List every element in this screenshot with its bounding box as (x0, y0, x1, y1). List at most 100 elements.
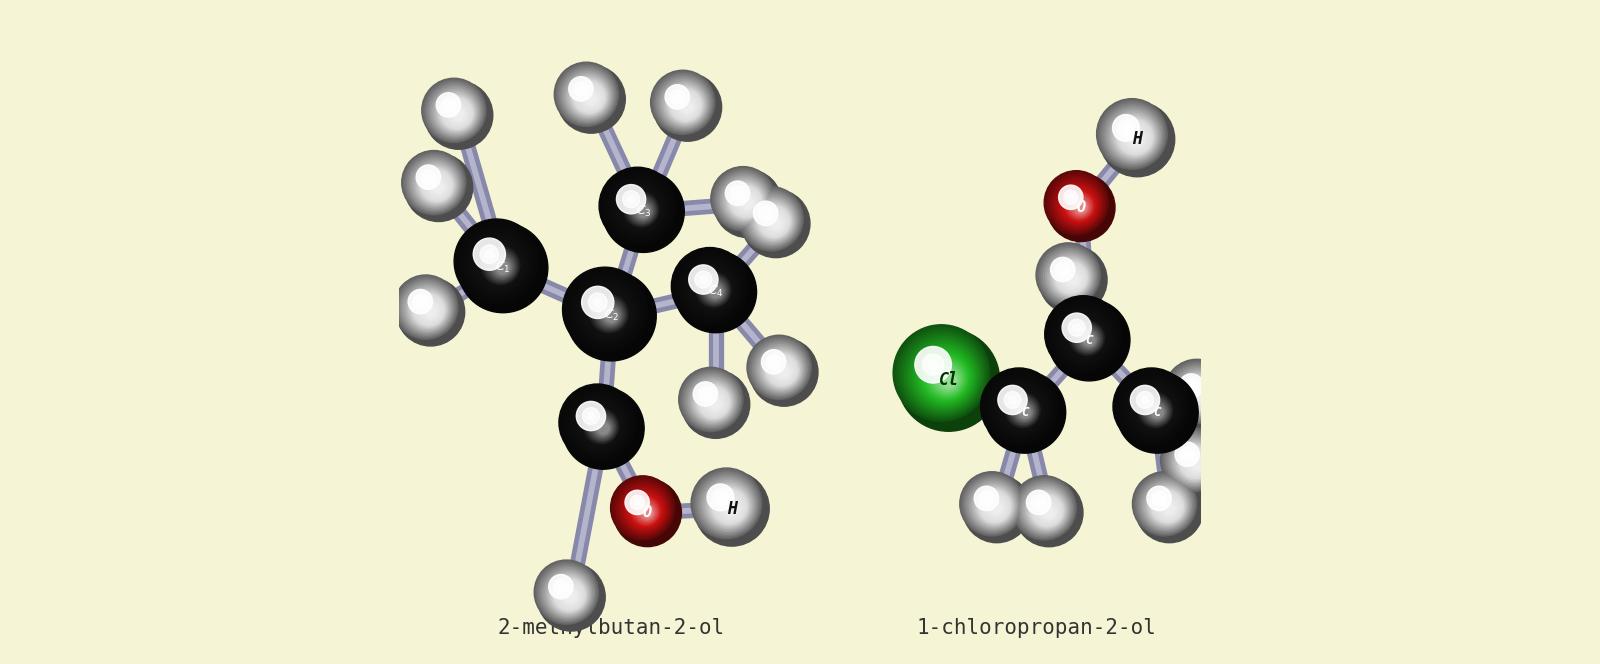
Circle shape (1181, 447, 1194, 461)
Circle shape (683, 371, 741, 429)
Circle shape (1069, 275, 1078, 285)
Circle shape (1035, 499, 1061, 524)
Circle shape (754, 201, 778, 226)
Circle shape (1016, 404, 1032, 420)
Circle shape (426, 174, 432, 181)
Circle shape (630, 495, 645, 509)
Circle shape (768, 215, 784, 231)
Circle shape (758, 347, 803, 392)
Circle shape (454, 110, 464, 120)
Circle shape (1058, 309, 1112, 363)
Circle shape (1045, 252, 1094, 301)
Circle shape (534, 560, 598, 624)
Circle shape (1171, 439, 1218, 484)
Circle shape (496, 262, 509, 274)
Circle shape (568, 393, 630, 455)
Circle shape (1136, 475, 1194, 533)
Circle shape (411, 160, 459, 208)
Circle shape (611, 476, 675, 540)
Circle shape (410, 158, 461, 209)
Circle shape (494, 259, 510, 276)
Circle shape (574, 400, 626, 450)
Circle shape (426, 175, 448, 198)
Circle shape (638, 504, 654, 520)
Circle shape (699, 275, 730, 305)
Text: 2-methylbutan-2-ol: 2-methylbutan-2-ol (498, 618, 725, 638)
Circle shape (992, 379, 1050, 437)
Circle shape (403, 284, 451, 333)
Circle shape (763, 211, 786, 234)
Circle shape (762, 350, 786, 374)
Circle shape (413, 295, 427, 309)
Circle shape (701, 479, 755, 531)
Circle shape (1027, 490, 1051, 515)
Circle shape (1115, 371, 1189, 444)
Circle shape (1042, 506, 1054, 519)
Circle shape (755, 343, 806, 394)
Circle shape (560, 586, 579, 606)
Circle shape (1019, 406, 1030, 418)
Circle shape (570, 77, 608, 116)
Circle shape (762, 209, 787, 235)
Circle shape (408, 290, 432, 314)
Circle shape (1050, 300, 1118, 370)
Circle shape (1040, 246, 1098, 305)
Circle shape (1136, 475, 1203, 542)
Circle shape (1117, 120, 1152, 155)
Circle shape (590, 416, 614, 439)
Circle shape (554, 62, 619, 126)
Circle shape (594, 418, 613, 438)
Circle shape (1163, 430, 1224, 491)
Circle shape (624, 489, 666, 531)
Circle shape (1130, 384, 1179, 434)
Circle shape (656, 76, 710, 131)
Circle shape (416, 165, 440, 189)
Circle shape (624, 192, 659, 227)
Circle shape (1189, 382, 1195, 389)
Circle shape (1165, 359, 1229, 424)
Circle shape (613, 479, 682, 546)
Circle shape (982, 495, 1008, 520)
Circle shape (472, 236, 526, 291)
Circle shape (1059, 266, 1066, 273)
Circle shape (424, 81, 493, 149)
Circle shape (491, 256, 512, 278)
Circle shape (1114, 116, 1155, 157)
Circle shape (696, 472, 758, 536)
Circle shape (1056, 182, 1101, 227)
Circle shape (427, 84, 482, 139)
Circle shape (776, 364, 792, 380)
Circle shape (726, 182, 765, 220)
Circle shape (1045, 508, 1054, 517)
Circle shape (742, 189, 810, 258)
Circle shape (749, 196, 797, 244)
Circle shape (979, 491, 1011, 523)
Circle shape (702, 391, 709, 397)
Circle shape (670, 90, 685, 104)
Circle shape (667, 87, 702, 123)
Circle shape (725, 501, 739, 515)
Circle shape (1165, 504, 1174, 513)
Circle shape (997, 384, 1046, 434)
Circle shape (611, 179, 669, 236)
Circle shape (1133, 388, 1176, 431)
Circle shape (923, 354, 944, 375)
Circle shape (675, 251, 757, 333)
Circle shape (1046, 173, 1107, 234)
Circle shape (1053, 260, 1088, 295)
Circle shape (710, 167, 774, 231)
Circle shape (678, 98, 694, 115)
Circle shape (581, 89, 600, 108)
Circle shape (443, 99, 472, 128)
Text: O: O (643, 505, 651, 520)
Circle shape (1048, 299, 1130, 381)
Circle shape (418, 298, 424, 305)
Circle shape (677, 97, 696, 116)
Circle shape (590, 295, 629, 333)
Circle shape (698, 474, 757, 535)
Circle shape (539, 566, 595, 620)
Circle shape (442, 98, 456, 112)
Circle shape (410, 290, 448, 329)
Circle shape (1184, 450, 1210, 476)
Circle shape (1126, 127, 1147, 149)
